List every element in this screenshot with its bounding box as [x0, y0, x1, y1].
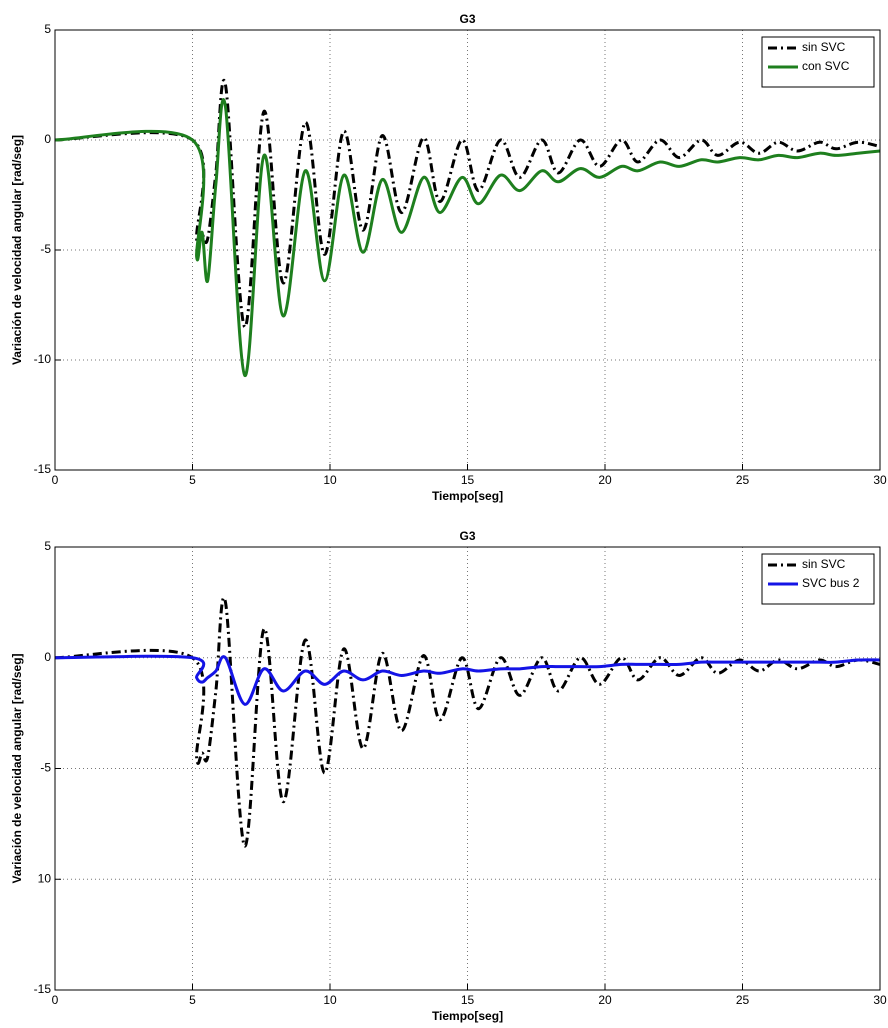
x-tick-label: 30	[873, 993, 887, 1007]
y-tick-label: -5	[40, 242, 51, 256]
x-axis-label: Tiempo[seg]	[432, 1009, 503, 1023]
x-axis-label: Tiempo[seg]	[432, 489, 503, 503]
x-tick-label: 25	[736, 473, 750, 487]
y-tick-label: 5	[44, 539, 51, 553]
x-tick-label: 5	[189, 993, 196, 1007]
x-tick-label: 30	[873, 473, 887, 487]
x-tick-label: 20	[598, 473, 612, 487]
x-tick-label: 10	[323, 473, 337, 487]
x-tick-label: 0	[52, 993, 59, 1007]
legend-label: sin SVC	[802, 557, 846, 571]
x-tick-label: 20	[598, 993, 612, 1007]
y-tick-label: 0	[44, 132, 51, 146]
legend-box	[761, 553, 875, 605]
x-tick-label: 25	[736, 993, 750, 1007]
legend-label: sin SVC	[802, 40, 846, 54]
chart-title: G3	[459, 12, 475, 26]
y-axis-label: Variación de velocidad angular [rad/seg]	[10, 653, 24, 883]
y-tick-label: -15	[34, 982, 52, 996]
x-tick-label: 0	[52, 473, 59, 487]
y-tick-label: -5	[40, 761, 51, 775]
x-tick-label: 15	[461, 473, 475, 487]
series-line	[54, 654, 881, 706]
axes-frame	[54, 29, 881, 471]
series-line	[54, 596, 881, 848]
y-axis-label: Variación de velocidad angular [rad/seg]	[10, 135, 24, 365]
y-tick-label: 0	[44, 650, 51, 664]
legend-label: SVC bus 2	[802, 576, 860, 590]
x-tick-label: 5	[189, 473, 196, 487]
legend-box	[761, 36, 875, 88]
legend-label: con SVC	[802, 59, 850, 73]
chart-title: G3	[459, 529, 475, 543]
series-line	[54, 98, 881, 377]
axes-frame	[54, 546, 881, 991]
y-tick-label: -10	[34, 352, 52, 366]
y-tick-label: 10	[38, 871, 52, 885]
x-tick-label: 10	[323, 993, 337, 1007]
y-tick-label: -15	[34, 462, 52, 476]
x-tick-label: 15	[461, 993, 475, 1007]
y-tick-label: 5	[44, 22, 51, 36]
